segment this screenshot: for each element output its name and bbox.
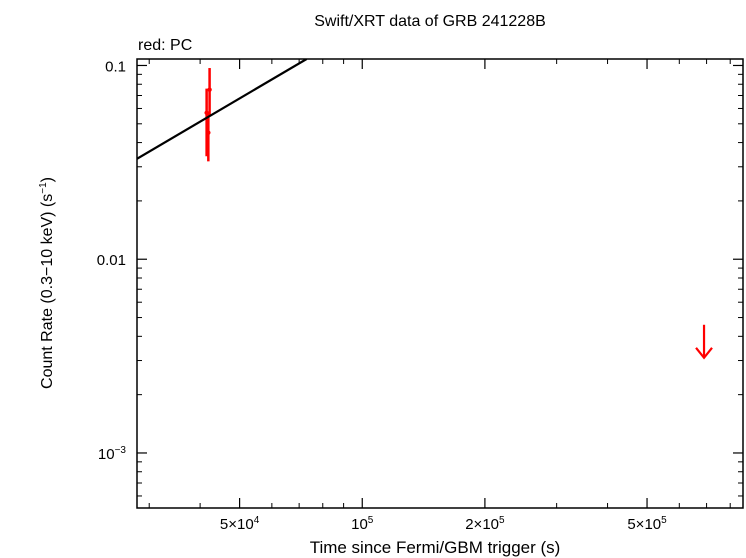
axis-ticks — [137, 59, 743, 508]
pc-data-point — [207, 87, 212, 92]
y-tick-label: 10−3 — [98, 445, 127, 463]
axis-tick-labels: 5×104 105 2×105 5×105 0.1 0.01 10−3 — [97, 58, 667, 533]
pc-upper-limit-arrow — [695, 347, 713, 360]
x-tick-label: 2×105 — [465, 515, 505, 533]
x-axis-label: Time since Fermi/GBM trigger (s) — [310, 538, 561, 557]
plot-frame — [136, 58, 744, 509]
y-tick-label: 0.1 — [105, 58, 126, 75]
y-tick-label: 0.01 — [97, 252, 126, 269]
x-tick-label: 5×104 — [220, 515, 260, 533]
x-tick-label: 5×105 — [627, 515, 667, 533]
model-fit-line — [137, 59, 308, 160]
y-axis-label: Count Rate (0.3−10 keV) (s−1) — [38, 177, 56, 389]
chart-subtitle: red: PC — [138, 37, 192, 54]
pc-data-point — [206, 130, 211, 135]
data-marks — [137, 59, 713, 360]
x-tick-label: 105 — [351, 515, 374, 533]
chart-title: Swift/XRT data of GRB 241228B — [314, 13, 546, 30]
